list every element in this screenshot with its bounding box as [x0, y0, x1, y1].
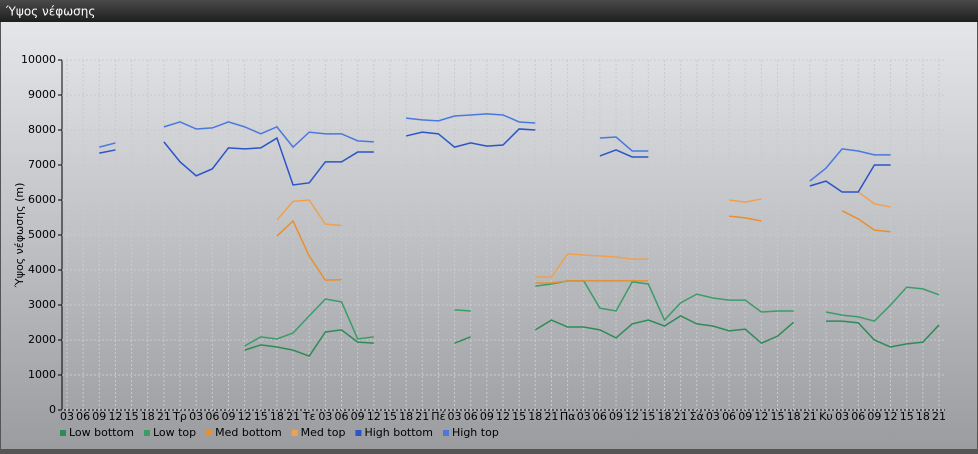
x-tick-label: 15	[383, 410, 397, 423]
legend-swatch	[60, 430, 66, 436]
series-line	[276, 191, 891, 278]
x-tick-label: 03	[706, 410, 720, 423]
x-tick-label: 03	[318, 410, 332, 423]
x-tick-label: 06	[76, 410, 90, 423]
y-tick-label: 5000	[28, 228, 56, 241]
x-tick-label: 03	[835, 410, 849, 423]
legend-swatch	[143, 430, 150, 436]
x-tick-label: 06	[464, 410, 478, 423]
x-tick-label: 15	[512, 410, 526, 423]
series-line	[244, 280, 940, 347]
x-tick-label: 18	[657, 410, 671, 423]
legend-swatch	[206, 430, 213, 436]
y-tick-label: 7000	[28, 158, 56, 171]
x-tick-label: 09	[480, 410, 494, 423]
x-tick-label: 06	[205, 410, 219, 423]
x-tick-label: 21	[286, 410, 300, 423]
series-line	[276, 210, 891, 284]
title-bar	[0, 0, 978, 22]
x-tick-label: 12	[496, 410, 510, 423]
x-tick-label: 18	[270, 410, 284, 423]
y-tick-label: 3000	[28, 298, 56, 311]
x-tick-label: Σά	[690, 410, 704, 423]
y-tick-label: 1000	[28, 368, 56, 381]
y-tick-label: 8000	[28, 123, 56, 136]
x-tick-label: 18	[787, 410, 801, 423]
x-tick-label: 09	[738, 410, 752, 423]
x-tick-label: 21	[803, 410, 817, 423]
x-tick-label: 12	[108, 410, 122, 423]
x-tick-label: 06	[722, 410, 736, 423]
x-tick-label: 09	[609, 410, 623, 423]
x-tick-label: Πέ	[431, 410, 445, 423]
y-tick-label: 4000	[28, 263, 56, 276]
series-line	[99, 113, 891, 182]
x-tick-label: Τε	[302, 410, 316, 423]
x-tick-label: 12	[754, 410, 768, 423]
x-tick-label: Κυ	[819, 410, 833, 423]
x-tick-label: 18	[528, 410, 542, 423]
x-tick-label: 03	[577, 410, 591, 423]
x-tick-label: 15	[900, 410, 914, 423]
x-tick-label: 12	[625, 410, 639, 423]
y-axis-label: Ύψος νέφωσης (m)	[13, 183, 26, 289]
x-tick-label: Τρ	[172, 410, 187, 423]
y-tick-label: 9000	[28, 88, 56, 101]
x-tick-label: 21	[674, 410, 688, 423]
x-tick-label: 12	[367, 410, 381, 423]
x-tick-label: 09	[221, 410, 235, 423]
x-tick-label: 03	[189, 410, 203, 423]
x-tick-label: 15	[125, 410, 139, 423]
x-tick-label: 21	[544, 410, 558, 423]
x-tick-label: 18	[399, 410, 413, 423]
legend-label: Low top	[153, 426, 196, 439]
x-tick-label: 06	[851, 410, 865, 423]
x-tick-label: 12	[238, 410, 252, 423]
chart-title: Ύψος νέφωσης	[5, 5, 95, 19]
x-tick-label: 15	[254, 410, 268, 423]
legend-label: High bottom	[364, 426, 433, 439]
legend-label: High top	[452, 426, 499, 439]
x-tick-label: 03	[448, 410, 462, 423]
x-tick-label: 09	[92, 410, 106, 423]
x-tick-label: 09	[867, 410, 881, 423]
legend-swatch	[291, 430, 298, 436]
x-tick-label: 15	[771, 410, 785, 423]
x-tick-label: Πα	[560, 410, 576, 423]
legend-label: Med top	[301, 426, 346, 439]
series-line	[99, 128, 891, 193]
legend-swatch	[355, 430, 362, 436]
y-tick-label: 0	[49, 403, 56, 416]
x-tick-label: 18	[141, 410, 155, 423]
x-tick-label: 21	[157, 410, 171, 423]
x-tick-label: 15	[641, 410, 655, 423]
x-tick-label: 21	[932, 410, 946, 423]
x-tick-label: 06	[335, 410, 349, 423]
x-tick-label: 06	[593, 410, 607, 423]
y-tick-label: 6000	[28, 193, 56, 206]
x-tick-label: 03	[60, 410, 74, 423]
series-line	[244, 314, 940, 358]
legend-swatch	[443, 430, 449, 436]
x-tick-label: 09	[351, 410, 365, 423]
y-tick-label: 2000	[28, 333, 56, 346]
legend-label: Low bottom	[69, 426, 134, 439]
x-tick-label: 18	[916, 410, 930, 423]
y-tick-label: 10000	[21, 53, 56, 66]
legend-label: Med bottom	[215, 426, 282, 439]
x-tick-label: 12	[884, 410, 898, 423]
x-tick-label: 21	[415, 410, 429, 423]
